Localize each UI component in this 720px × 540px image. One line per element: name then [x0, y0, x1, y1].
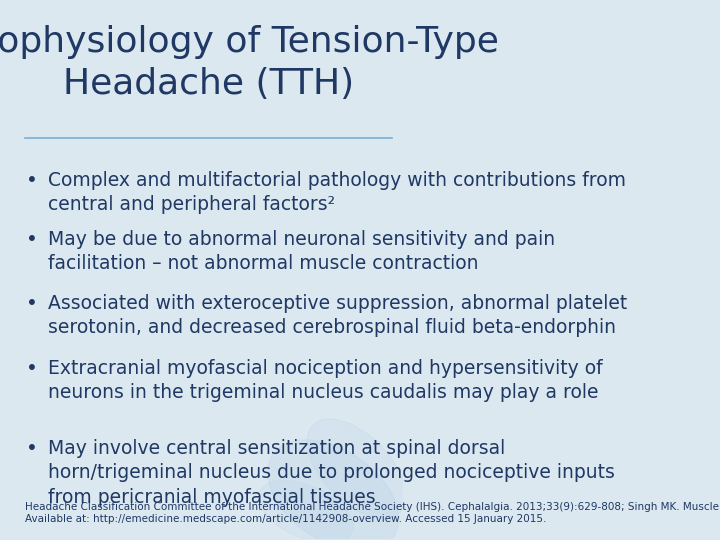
- Text: Extracranial myofascial nociception and hypersensitivity of
neurons in the trige: Extracranial myofascial nociception and …: [48, 359, 603, 402]
- Text: •: •: [27, 230, 38, 249]
- Text: •: •: [27, 294, 38, 313]
- Text: May be due to abnormal neuronal sensitivity and pain
facilitation – not abnormal: May be due to abnormal neuronal sensitiv…: [48, 230, 555, 273]
- Text: Headache Classification Committee of the International Headache Society (IHS). C: Headache Classification Committee of the…: [24, 502, 720, 524]
- Text: •: •: [27, 171, 38, 190]
- Text: Associated with exteroceptive suppression, abnormal platelet
serotonin, and decr: Associated with exteroceptive suppressio…: [48, 294, 627, 338]
- Ellipse shape: [258, 481, 354, 540]
- Text: •: •: [27, 359, 38, 377]
- Ellipse shape: [268, 440, 399, 540]
- Text: Complex and multifactorial pathology with contributions from
central and periphe: Complex and multifactorial pathology wit…: [48, 171, 626, 214]
- Text: •: •: [27, 439, 38, 458]
- Ellipse shape: [307, 419, 406, 518]
- Text: Pathophysiology of Tension-Type
Headache (TTH): Pathophysiology of Tension-Type Headache…: [0, 25, 498, 101]
- Text: May involve central sensitization at spinal dorsal
horn/trigeminal nucleus due t: May involve central sensitization at spi…: [48, 439, 615, 507]
